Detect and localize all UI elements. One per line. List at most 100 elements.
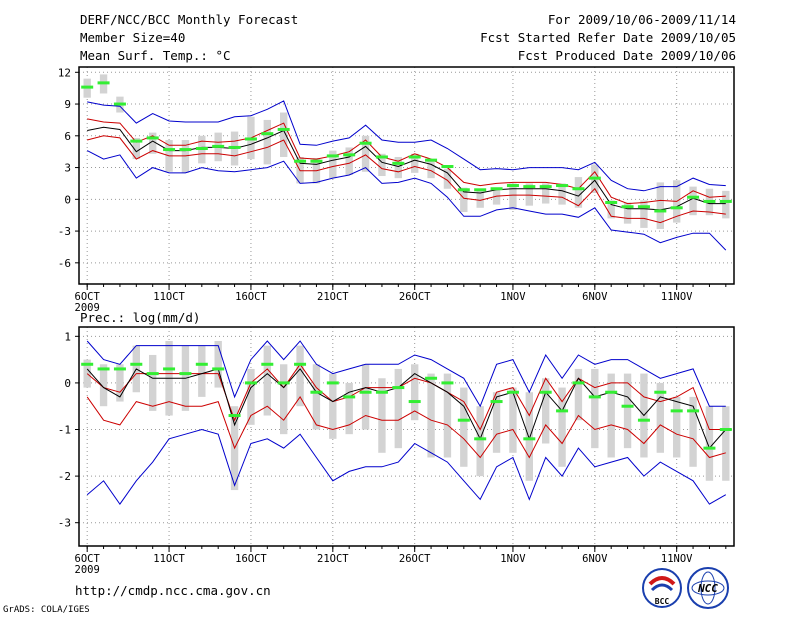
- x-tick-label: 26OCT: [399, 553, 431, 565]
- spread-bar: [705, 406, 714, 481]
- observed-mark: [163, 148, 176, 152]
- spread-bar: [607, 373, 615, 458]
- spread-bar: [329, 150, 337, 179]
- observed-mark: [687, 409, 700, 413]
- spread-bar: [656, 182, 664, 229]
- observed-mark: [703, 446, 716, 450]
- observed-mark: [687, 195, 700, 199]
- spread-bar: [722, 406, 730, 481]
- observed-mark: [703, 199, 716, 203]
- observed-mark: [490, 400, 503, 404]
- observed-mark: [637, 205, 650, 209]
- observed-mark: [408, 155, 421, 159]
- y-tick-label: 9: [64, 98, 71, 111]
- y-tick-label: 3: [64, 162, 71, 175]
- observed-mark: [244, 137, 257, 141]
- observed-mark: [654, 209, 667, 213]
- observed-mark: [572, 381, 585, 385]
- series-line-lower: [87, 135, 726, 224]
- spread-bar: [525, 183, 533, 206]
- x-tick-label: 1NOV: [500, 553, 526, 565]
- spread-bar: [394, 368, 402, 449]
- observed-mark: [441, 381, 454, 385]
- spread-bar: [411, 153, 419, 173]
- observed-mark: [670, 206, 683, 210]
- spread-bar: [689, 396, 697, 467]
- observed-mark: [195, 147, 208, 151]
- observed-mark: [277, 127, 290, 131]
- spread-bar: [312, 364, 321, 430]
- observed-mark: [457, 188, 470, 192]
- spread-bar: [689, 186, 697, 216]
- observed-mark: [310, 390, 323, 394]
- spread-bar: [296, 345, 304, 407]
- observed-mark: [392, 161, 405, 165]
- series-line-mean: [87, 126, 726, 211]
- spread-bar: [460, 387, 468, 467]
- spread-bar: [149, 132, 157, 154]
- observed-mark: [326, 154, 339, 158]
- observed-mark: [490, 187, 503, 191]
- source-url[interactable]: http://cmdp.ncc.cma.gov.cn: [75, 583, 271, 598]
- header-produced-date: Fcst Produced Date 2009/10/06: [517, 48, 736, 63]
- observed-mark: [228, 414, 241, 418]
- spread-bar: [492, 392, 501, 453]
- observed-mark: [605, 200, 618, 204]
- observed-mark: [261, 362, 274, 366]
- x-tick-label: 21OCT: [317, 553, 349, 565]
- y-tick-label: 0: [64, 377, 71, 390]
- x-tick-label: 26OCT: [399, 291, 431, 303]
- x-tick-label: 16OCT: [235, 291, 267, 303]
- header-start-date: Fcst Started Refer Date 2009/10/05: [480, 30, 736, 45]
- observed-mark: [670, 409, 683, 413]
- spread-bar: [394, 156, 402, 179]
- observed-mark: [392, 386, 405, 390]
- spread-bar: [443, 168, 452, 189]
- spread-bar: [607, 200, 615, 219]
- observed-mark: [588, 176, 601, 180]
- observed-mark: [441, 165, 454, 169]
- observed-mark: [637, 418, 650, 422]
- observed-mark: [179, 148, 192, 152]
- spread-bar: [558, 387, 566, 467]
- spread-bar: [476, 406, 484, 477]
- spread-bar: [574, 368, 583, 421]
- series-line-min: [86, 428, 727, 505]
- observed-mark: [588, 395, 601, 399]
- spread-bar: [656, 382, 664, 453]
- spread-bar: [443, 373, 452, 458]
- spread-bar: [574, 177, 583, 208]
- x-tick-label: 11OCT: [153, 553, 185, 565]
- observed-mark: [572, 187, 585, 191]
- spread-bar: [214, 340, 222, 388]
- plot-frame: [78, 326, 735, 547]
- spread-bar: [263, 119, 271, 165]
- spread-bar: [427, 159, 435, 179]
- spread-bar: [132, 137, 140, 160]
- observed-mark: [556, 184, 569, 188]
- series-line-upper: [87, 118, 726, 205]
- plot-frame: [78, 66, 735, 285]
- ncc-logo-text: NCC: [697, 582, 718, 595]
- observed-mark: [244, 381, 257, 385]
- observed-mark: [506, 184, 519, 188]
- observed-mark: [146, 372, 159, 376]
- x-tick-label: 1NOV: [500, 291, 526, 303]
- observed-mark: [539, 390, 552, 394]
- observed-mark: [523, 185, 536, 189]
- logos: BCC NCC: [642, 567, 729, 609]
- observed-mark: [474, 188, 487, 192]
- ncc-logo: NCC: [687, 567, 729, 609]
- x-tick-label: 16OCT: [235, 553, 267, 565]
- header-member-size: Member Size=40: [80, 30, 186, 45]
- spread-bar: [509, 183, 517, 210]
- spread-bar: [525, 392, 533, 481]
- spread-bar: [378, 153, 386, 177]
- observed-mark: [359, 390, 372, 394]
- observed-mark: [310, 159, 323, 163]
- spread-bar: [361, 364, 370, 430]
- observed-mark: [97, 81, 110, 85]
- observed-mark: [654, 390, 667, 394]
- observed-mark: [113, 367, 126, 371]
- observed-mark: [97, 367, 110, 371]
